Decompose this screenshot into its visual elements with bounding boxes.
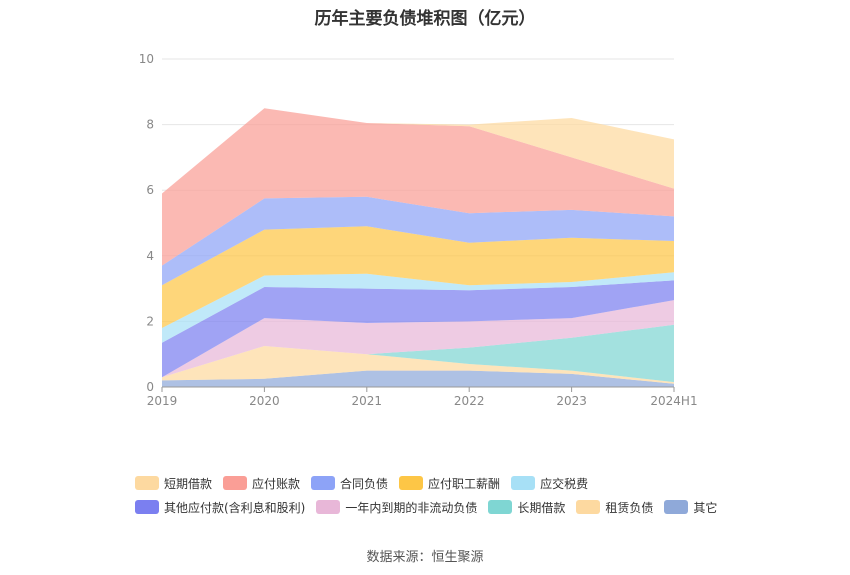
legend-item[interactable]: 其他应付款(含利息和股利) bbox=[135, 499, 305, 516]
legend-label: 其它 bbox=[693, 500, 718, 515]
legend-label: 租赁负债 bbox=[605, 500, 654, 515]
area-series-9 bbox=[162, 108, 674, 194]
x-tick-label: 2021 bbox=[352, 394, 383, 408]
y-tick-label: 8 bbox=[146, 118, 154, 132]
area-series-6 bbox=[162, 226, 674, 328]
legend-label: 应付账款 bbox=[252, 476, 301, 491]
legend-label: 短期借款 bbox=[164, 476, 213, 491]
legend-label: 其他应付款(含利息和股利) bbox=[164, 500, 306, 515]
legend-swatch bbox=[399, 476, 424, 490]
x-tick-label: 2020 bbox=[249, 394, 280, 408]
area-series-7 bbox=[162, 196, 674, 286]
area-layer bbox=[162, 108, 674, 387]
legend-swatch bbox=[511, 476, 536, 490]
area-series-1 bbox=[162, 346, 674, 384]
y-tick-label: 6 bbox=[146, 183, 154, 197]
y-tick-label: 4 bbox=[146, 249, 154, 263]
legend-swatch bbox=[135, 500, 159, 514]
legend-swatch bbox=[316, 500, 341, 514]
legend-item[interactable]: 应交税费 bbox=[511, 475, 588, 492]
legend-swatch bbox=[488, 500, 513, 514]
legend-item[interactable]: 合同负债 bbox=[311, 475, 388, 492]
y-tick-label: 10 bbox=[139, 52, 154, 66]
legend-item[interactable]: 长期借款 bbox=[488, 499, 565, 516]
legend-item[interactable]: 租赁负债 bbox=[576, 499, 653, 516]
legend-label: 合同负债 bbox=[340, 476, 389, 491]
x-tick-label: 2023 bbox=[556, 394, 587, 408]
legend-swatch bbox=[576, 500, 601, 514]
legend-swatch bbox=[135, 476, 159, 490]
chart-title: 历年主要负债堆积图（亿元） bbox=[314, 9, 536, 29]
legend-label: 应付职工薪酬 bbox=[428, 476, 501, 491]
legend-item[interactable]: 短期借款 bbox=[135, 475, 212, 492]
legend-item[interactable]: 其它 bbox=[664, 499, 717, 516]
data-source: 数据来源：恒生聚源 bbox=[366, 550, 484, 565]
legend-swatch bbox=[223, 476, 248, 490]
area-series-8 bbox=[162, 108, 674, 266]
y-tick-label: 2 bbox=[146, 314, 154, 328]
area-series-3 bbox=[162, 300, 674, 378]
legend-label: 一年内到期的非流动负债 bbox=[345, 500, 478, 515]
legend: 短期借款 应付账款 合同负债 应付职工薪酬 应交税费其他应付款(含利息和股利) 一年内到期… bbox=[135, 471, 775, 519]
x-tick-label: 2024H1 bbox=[650, 394, 697, 408]
legend-label: 长期借款 bbox=[517, 500, 566, 515]
legend-item[interactable]: 应付职工薪酬 bbox=[399, 475, 500, 492]
area-series-5 bbox=[162, 272, 674, 343]
y-tick-label: 0 bbox=[146, 380, 154, 394]
legend-label: 应交税费 bbox=[540, 476, 589, 491]
axis-layer: 0 2 4 6 8 10 2019 2020 2021 2022 2023 2024H1 bbox=[139, 52, 698, 408]
legend-row: 短期借款 应付账款 合同负债 应付职工薪酬 应交税费 bbox=[135, 471, 775, 495]
legend-row: 其他应付款(含利息和股利) 一年内到期的非流动负债 长期借款 租赁负债 其它 bbox=[135, 495, 775, 519]
x-tick-label: 2022 bbox=[454, 394, 485, 408]
area-series-0 bbox=[162, 370, 674, 387]
area-series-2 bbox=[162, 324, 674, 383]
legend-item[interactable]: 应付账款 bbox=[223, 475, 300, 492]
legend-item[interactable]: 一年内到期的非流动负债 bbox=[316, 499, 477, 516]
area-series-4 bbox=[162, 280, 674, 378]
x-tick-label: 2019 bbox=[147, 394, 178, 408]
legend-swatch bbox=[311, 476, 336, 490]
legend-swatch bbox=[664, 500, 689, 514]
